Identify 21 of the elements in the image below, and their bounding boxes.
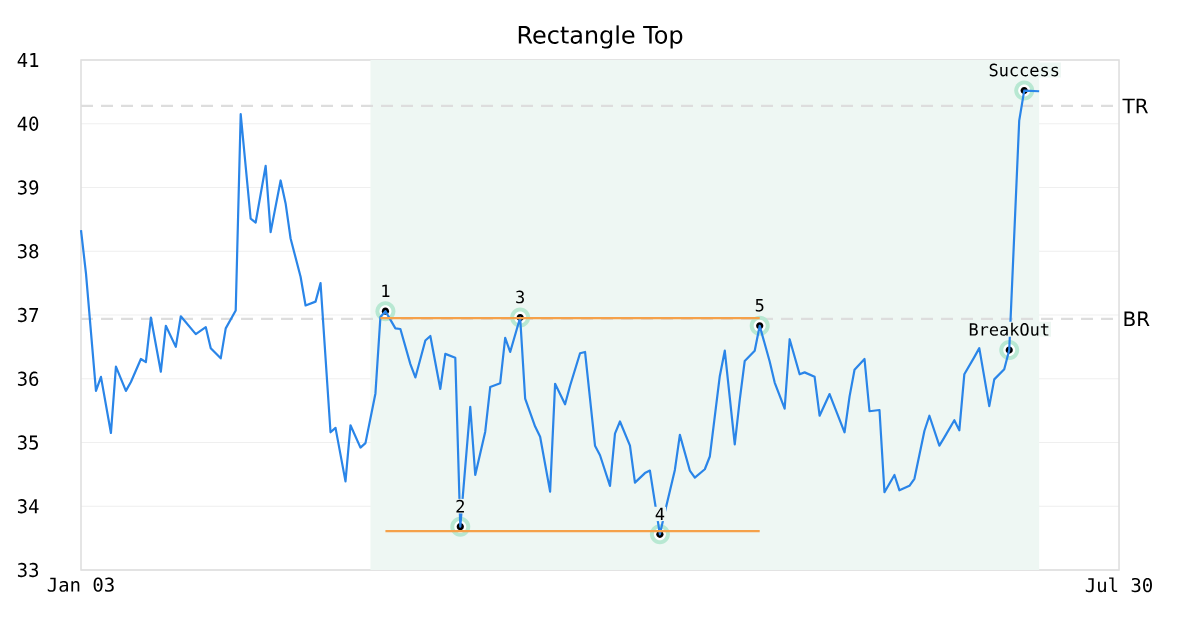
- ref-line-label: BR: [1124, 311, 1150, 327]
- y-tick-label: 41: [17, 53, 39, 67]
- annotation: 1: [382, 284, 390, 297]
- annotation: 3: [516, 290, 524, 304]
- y-tick-label: 35: [17, 435, 38, 450]
- annotation: Success: [989, 63, 1059, 77]
- y-tick-label: 34: [17, 499, 39, 514]
- y-tick-label: 33: [17, 562, 39, 578]
- annotation: 2: [456, 499, 464, 513]
- ref-line-label: TR: [1122, 98, 1148, 114]
- y-tick-label: 40: [17, 116, 39, 131]
- chart-title: Rectangle Top: [518, 25, 683, 49]
- annotation: BreakOut: [969, 322, 1049, 336]
- annotation: 4: [655, 507, 665, 521]
- x-tick-label: Jan 03: [47, 577, 114, 592]
- y-tick-label: 39: [17, 180, 39, 195]
- x-tick-label: Jul 30: [1085, 577, 1152, 593]
- annotation: 5: [755, 299, 764, 312]
- y-tick-label: 38: [17, 244, 39, 259]
- y-tick-label: 37: [17, 307, 39, 323]
- y-tick-label: 36: [17, 371, 39, 386]
